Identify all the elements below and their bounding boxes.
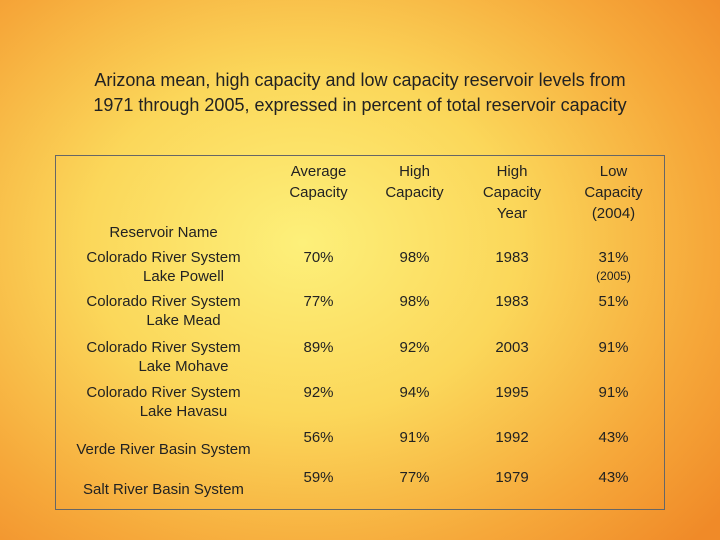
row-name: Colorado River System [86, 293, 241, 310]
data-cell: 1983 [495, 293, 529, 310]
row-name: Colorado River System [86, 339, 241, 356]
data-cell: 31% [598, 249, 629, 266]
data-cell: 51% [598, 293, 629, 310]
data-cell: 92% [303, 384, 334, 401]
data-cell: 1995 [495, 384, 529, 401]
row-name: Salt River Basin System [83, 481, 244, 498]
data-cell: 98% [399, 293, 430, 310]
data-cell: 70% [303, 249, 334, 266]
data-cell: 2003 [495, 339, 529, 356]
title-line: 1971 through 2005, expressed in percent … [93, 95, 627, 115]
data-cell: 77% [399, 469, 430, 486]
data-cell: 59% [303, 469, 334, 486]
header-cell: Average Capacity [289, 163, 348, 201]
header-cell: High Capacity Year [482, 163, 542, 222]
data-cell: 43% [598, 469, 629, 486]
header-cell: Reservoir Name [109, 224, 218, 241]
data-cell: 43% [598, 429, 629, 446]
data-cell: 1992 [495, 429, 529, 446]
data-cell: 1983 [495, 249, 529, 266]
data-cell: 94% [399, 384, 430, 401]
row-name: Colorado River System [86, 384, 241, 401]
data-cell: 91% [598, 339, 629, 356]
data-cell: 98% [399, 249, 430, 266]
data-cell: 91% [399, 429, 430, 446]
data-cell: 56% [303, 429, 334, 446]
row-name: Verde River Basin System [76, 441, 251, 458]
header-cell: High Capacity [385, 163, 444, 201]
data-cell: 89% [303, 339, 334, 356]
data-cell: 92% [399, 339, 430, 356]
data-cell: 1979 [495, 469, 529, 486]
table: Reservoir Name Average Capacity High Capac… [55, 155, 665, 510]
row-name: Lake Powell [143, 268, 224, 285]
header-cell: Low Capacity (2004) [584, 163, 643, 222]
row-name: Lake Havasu [139, 403, 228, 420]
row-name: Colorado River System [86, 249, 241, 266]
row-name: Lake Mohave [138, 358, 229, 375]
data-cell: 91% [598, 384, 629, 401]
row-name: Lake Mead [146, 312, 221, 329]
cell-note: (2005) [596, 269, 631, 283]
title-line: Arizona mean, high capacity and low capa… [94, 70, 626, 90]
data-cell: 77% [303, 293, 334, 310]
slide-title: Arizona mean, high capacity and low capa… [0, 68, 720, 118]
